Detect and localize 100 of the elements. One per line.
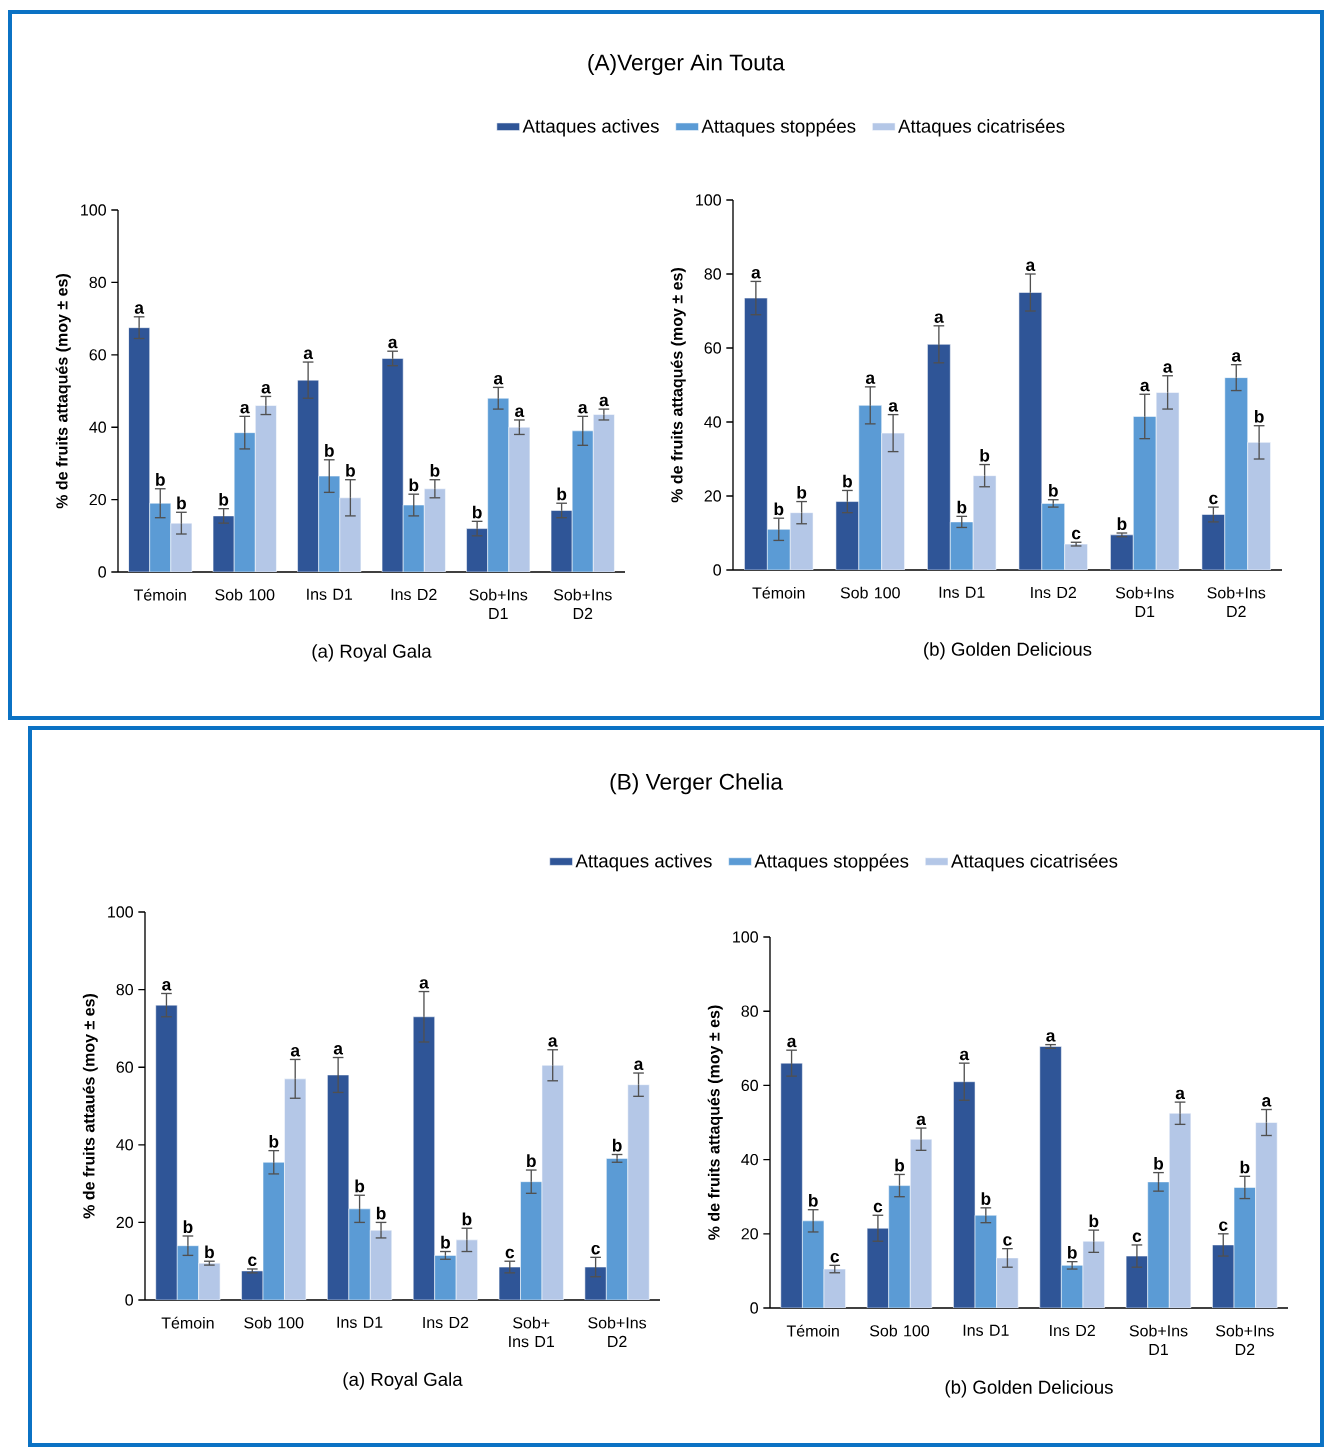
bar: [802, 1220, 825, 1309]
bar: [1041, 503, 1065, 571]
data-label: a: [134, 304, 145, 314]
x-tick-label: Sob+ Ins D1: [509, 1316, 555, 1348]
x-tick-label: Sob+Ins D2: [1215, 1324, 1274, 1355]
data-label: b: [156, 473, 165, 486]
x-tick-label: Ins D1: [963, 1324, 1009, 1336]
bar: [241, 1270, 264, 1301]
data-label: c: [830, 1252, 840, 1263]
y-tick-label: 20: [741, 1228, 758, 1240]
data-label: a: [1140, 381, 1150, 392]
x-tick-label: Sob+Ins D2: [1207, 586, 1266, 617]
x-tick-label: Témoin: [133, 588, 186, 601]
data-label: a: [303, 349, 314, 360]
x-tick-label: Ins D1: [939, 586, 985, 598]
data-label: a: [934, 313, 944, 323]
data-label: b: [177, 496, 186, 510]
data-label: a: [1262, 1097, 1272, 1107]
y-tick-label: 80: [704, 268, 721, 280]
data-label: b: [219, 492, 229, 506]
data-label: a: [787, 1037, 797, 1048]
y-tick-label: 0: [713, 564, 721, 576]
x-axis-title: (a) Royal Gala: [312, 644, 432, 662]
y-axis-title: % de fruits attaqués (moy ± es): [670, 268, 686, 503]
y-tick-label: 0: [98, 566, 106, 578]
x-tick-label: Témoin: [161, 1316, 214, 1329]
data-label: b: [612, 1138, 622, 1152]
data-label: b: [557, 487, 567, 501]
data-label: a: [493, 374, 504, 385]
data-label: b: [376, 1206, 386, 1220]
bar: [858, 405, 882, 571]
data-label: b: [1117, 517, 1127, 531]
data-label: b: [183, 1220, 193, 1234]
bar: [1133, 416, 1157, 571]
bar: [1233, 1187, 1256, 1309]
y-axis-title: % de fruits attaqués (moy ± es): [707, 1005, 723, 1240]
y-tick-label: 60: [89, 349, 106, 361]
y-tick-label: 100: [81, 204, 106, 216]
data-label: c: [1132, 1232, 1142, 1243]
y-tick-label: 60: [704, 342, 721, 354]
data-label: a: [333, 1045, 344, 1055]
y-tick-label: 40: [116, 1139, 133, 1151]
data-label: a: [865, 374, 876, 384]
bar: [327, 1074, 350, 1301]
y-axis-title: % de fruits attaqués (moy ± es): [55, 274, 71, 509]
data-label: a: [1026, 261, 1036, 272]
bar: [212, 515, 235, 573]
data-label: b: [1049, 484, 1058, 497]
data-label: b: [355, 1179, 365, 1193]
data-label: b: [269, 1134, 279, 1148]
data-label: b: [957, 500, 967, 514]
data-label: b: [809, 1194, 818, 1207]
x-tick-label: Ins D2: [1031, 586, 1076, 599]
data-label: c: [505, 1248, 515, 1259]
x-tick-label: Témoin: [752, 586, 805, 599]
data-label: a: [261, 384, 271, 394]
data-label: b: [797, 485, 807, 499]
bar: [550, 510, 573, 573]
x-tick-label: Sob+Ins D1: [1129, 1324, 1188, 1355]
y-tick-label: 100: [108, 906, 133, 918]
data-label: a: [388, 338, 398, 349]
data-label: a: [599, 396, 609, 407]
data-label: b: [527, 1154, 536, 1168]
y-tick-label: 40: [741, 1153, 758, 1166]
x-tick-label: Sob 100: [244, 1316, 304, 1329]
data-label: b: [981, 1192, 991, 1205]
bar: [297, 379, 319, 573]
bar: [1147, 1181, 1170, 1309]
bar: [466, 528, 488, 573]
bar: [1224, 377, 1248, 571]
x-tick-label: Sob 100: [215, 588, 275, 601]
y-tick-label: 20: [704, 490, 721, 502]
data-label: a: [548, 1037, 558, 1047]
x-tick-label: Ins D2: [391, 588, 437, 601]
x-tick-label: Ins D1: [307, 588, 353, 600]
data-label: b: [441, 1235, 450, 1249]
data-label: a: [1163, 363, 1173, 373]
data-label: c: [591, 1244, 600, 1255]
data-label: b: [895, 1158, 905, 1172]
x-axis-title: (b) Golden Delicious: [945, 1380, 1113, 1398]
y-tick-label: 20: [89, 493, 106, 506]
data-label: b: [1089, 1214, 1099, 1228]
legend-label: Attaques cicatrisées: [951, 853, 1118, 872]
y-axis-title: % de fruits attaués (moy ± es): [82, 993, 98, 1219]
data-label: a: [1231, 352, 1242, 362]
bar: [974, 1215, 997, 1309]
y-tick-label: 60: [741, 1079, 758, 1092]
y-tick-label: 60: [116, 1061, 133, 1073]
data-label: b: [1240, 1160, 1250, 1174]
data-label: a: [634, 1060, 644, 1071]
data-label: c: [248, 1256, 257, 1267]
data-label: b: [430, 464, 440, 477]
bar: [767, 529, 791, 571]
x-tick-label: Témoin: [786, 1324, 839, 1337]
y-tick-label: 20: [116, 1216, 133, 1229]
y-tick-label: 0: [125, 1294, 133, 1306]
data-label: b: [843, 474, 852, 488]
x-tick-label: Sob+Ins D2: [553, 588, 612, 619]
data-label: a: [419, 979, 429, 989]
x-tick-label: Sob+Ins D1: [469, 588, 528, 619]
